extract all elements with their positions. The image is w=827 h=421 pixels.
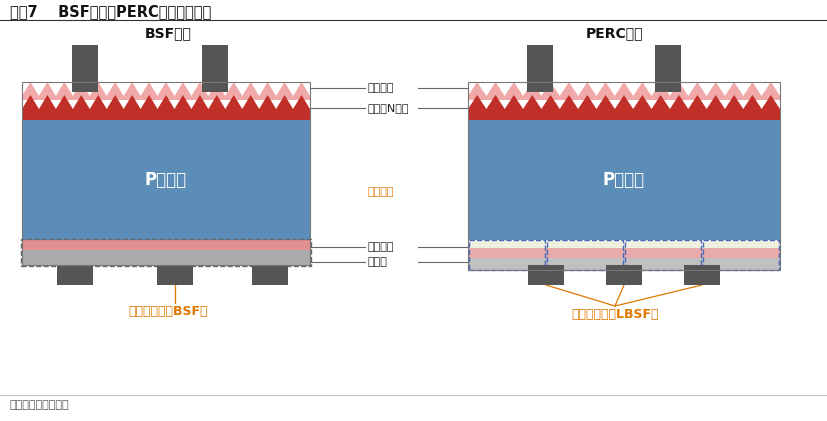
- Text: 扩散（N型）: 扩散（N型）: [367, 103, 409, 113]
- Text: PERC电池: PERC电池: [586, 26, 643, 40]
- Bar: [468, 240, 544, 270]
- Text: 氮化硅膜: 氮化硅膜: [367, 83, 394, 93]
- Bar: [654, 45, 680, 92]
- Text: 线接触结构（LBSF）: 线接触结构（LBSF）: [571, 308, 658, 321]
- Bar: [157, 265, 193, 285]
- Bar: [702, 240, 778, 270]
- Text: BSF电池: BSF电池: [145, 26, 191, 40]
- Bar: [22, 82, 309, 265]
- Bar: [605, 265, 641, 285]
- Bar: [57, 265, 93, 285]
- Bar: [624, 240, 700, 270]
- Text: 铝背场: 铝背场: [367, 257, 387, 267]
- Bar: [467, 82, 779, 270]
- Text: 面接触结构（BSF）: 面接触结构（BSF）: [128, 305, 208, 318]
- Bar: [547, 240, 622, 270]
- Bar: [22, 250, 309, 265]
- Bar: [683, 265, 719, 285]
- Text: 氮化硅膜: 氮化硅膜: [367, 242, 394, 252]
- Bar: [72, 45, 98, 92]
- Bar: [526, 45, 552, 92]
- Polygon shape: [467, 95, 779, 120]
- Bar: [467, 240, 779, 249]
- Polygon shape: [467, 82, 779, 100]
- Polygon shape: [22, 82, 309, 100]
- Bar: [202, 45, 227, 92]
- Bar: [21, 239, 311, 266]
- Text: 资料来源：平安银行: 资料来源：平安银行: [10, 400, 69, 410]
- Bar: [251, 265, 288, 285]
- Bar: [22, 118, 309, 242]
- Bar: [22, 240, 309, 252]
- Bar: [467, 118, 779, 242]
- Text: 图表7    BSF电池与PERC电池结构对比: 图表7 BSF电池与PERC电池结构对比: [10, 4, 211, 19]
- Bar: [467, 240, 779, 270]
- Polygon shape: [22, 95, 309, 120]
- Text: P型硅片: P型硅片: [145, 171, 187, 189]
- Bar: [528, 265, 563, 285]
- Text: P型硅片: P型硅片: [602, 171, 644, 189]
- Text: 氧化铝膜: 氧化铝膜: [367, 187, 394, 197]
- Bar: [467, 248, 779, 258]
